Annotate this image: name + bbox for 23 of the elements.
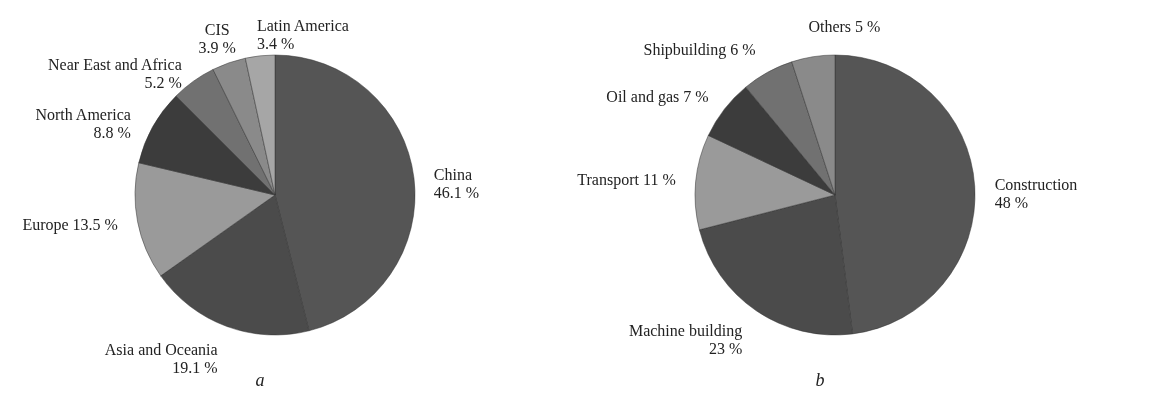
slice-label: Latin America	[256, 16, 349, 34]
data-label: 3.9 %	[198, 38, 236, 56]
slice-label: Oil and gas 7 %	[606, 87, 709, 106]
slice-label: Near East and Africa	[48, 55, 182, 73]
slice-label: North America	[35, 105, 131, 123]
slice-label: Machine building	[628, 322, 743, 341]
slice-label: Europe 13.5 %	[22, 216, 118, 235]
data-label: 23 %	[708, 340, 743, 358]
data-label: 19.1 %	[172, 358, 218, 376]
data-label: 46.1 %	[433, 184, 480, 202]
slice-label: China	[433, 166, 473, 184]
text: b	[815, 370, 825, 390]
data-label: 48 %	[994, 193, 1029, 211]
slice-label: Construction	[994, 175, 1078, 193]
data-label: 8.8 %	[93, 123, 131, 141]
data-label: 5.2 %	[144, 73, 182, 91]
slice-label: Others 5 %	[808, 18, 881, 36]
slice-label: CIS	[204, 20, 230, 38]
slice-label: Shipbuilding 6 %	[643, 41, 756, 60]
slice-label: Transport 11 %	[577, 170, 676, 189]
slice-label: Asia and Oceania	[104, 340, 218, 358]
data-label: 3.4 %	[256, 34, 295, 52]
text: a	[255, 370, 265, 390]
